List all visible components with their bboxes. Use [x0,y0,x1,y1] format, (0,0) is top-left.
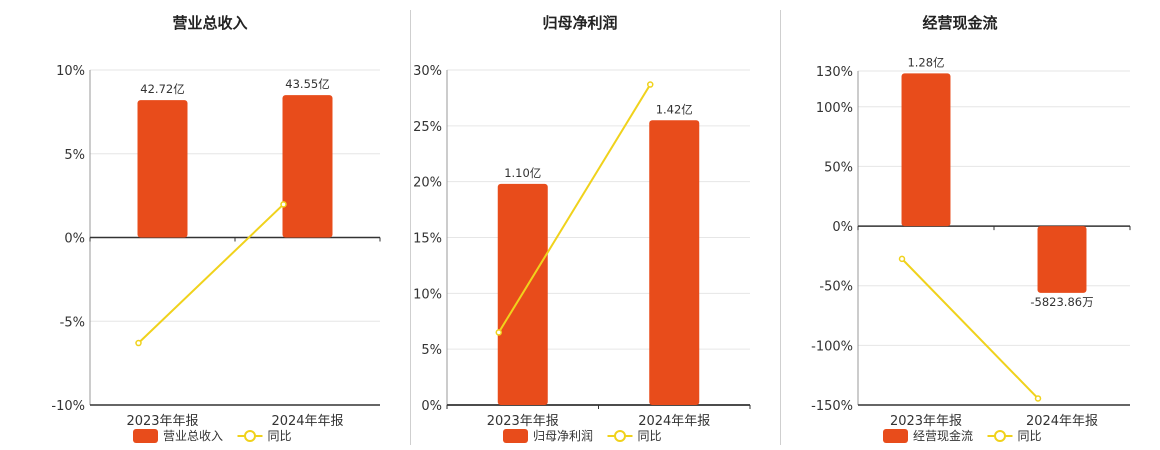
bar-data-label: 1.10亿 [504,166,541,180]
x-tick-label: 2024年年报 [638,414,710,429]
y-tick-label: 5% [421,343,442,358]
chart-panel-revenue: 营业总收入 10% 5% 0% -5% -10% 2023年年报 2024年年报 42.72亿 4… [0,0,400,450]
yoy-line [901,258,1039,400]
legend-bar-swatch [133,429,158,443]
chart-panel-cash-flow: 经营现金流 130% 100% 50% 0% -50% -100% -150% 2023年年报 2… [780,0,1160,450]
legend-bar-swatch [883,429,908,443]
bar [137,100,188,238]
legend-line-label: 同比 [268,429,292,443]
y-tick-label: 20% [413,176,442,191]
bar [649,120,700,405]
legend-bar-label: 经营现金流 [913,428,973,443]
x-tick-label: 2023年年报 [126,414,198,429]
yoy-point [495,329,502,336]
bar [1037,226,1087,293]
y-tick-label: -50% [819,280,853,295]
panel-divider [410,10,411,445]
legend-line-marker [614,430,626,442]
chart-svg: 经营现金流 130% 100% 50% 0% -50% -100% -150% 2023年年报 2… [811,14,1131,443]
y-tick-label: 50% [824,160,853,175]
y-tick-label: -10% [51,399,85,414]
yoy-line [497,83,652,333]
yoy-point [1034,395,1042,402]
legend-bar-label: 归母净利润 [533,429,593,443]
yoy-line [137,203,285,344]
y-tick-label: 0% [832,220,853,235]
y-tick-label: 25% [413,120,442,135]
chart-title: 归母净利润 [542,14,617,32]
yoy-point [647,81,654,88]
y-tick-label: -100% [811,339,853,354]
chart-panel-net-profit: 归母净利润 30% 25% 20% 15% 10% 5% 0% 2023年年报 2024年年报 1.… [400,0,780,450]
bar [901,73,951,227]
chart-svg: 营业总收入 10% 5% 0% -5% -10% 2023年年报 2024年年报 42.72亿 4… [51,14,381,443]
y-tick-label: 10% [413,287,442,302]
x-tick-label: 2023年年报 [487,414,559,429]
yoy-point [280,201,287,208]
panel-divider [780,10,781,445]
y-tick-label: 15% [413,232,442,247]
bar-data-label: 43.55亿 [285,77,329,91]
y-tick-label: -150% [811,399,853,414]
x-tick-label: 2023年年报 [890,414,962,429]
bar-data-label: -5823.86万 [1030,295,1093,309]
chart-title: 营业总收入 [172,14,247,32]
bar-data-label: 1.28亿 [907,55,944,69]
x-tick-label: 2024年年报 [271,414,343,429]
y-tick-label: -5% [60,315,85,330]
chart-title: 经营现金流 [922,14,997,32]
legend-bar-label: 营业总收入 [163,429,223,443]
legend-line-label: 同比 [638,429,662,443]
legend-line-label: 同比 [1018,429,1042,443]
y-tick-label: 0% [64,232,85,247]
y-tick-label: 130% [816,65,853,80]
legend-bar-swatch [503,429,528,443]
x-tick-label: 2024年年报 [1026,414,1098,429]
yoy-point [135,339,142,347]
y-tick-label: 30% [413,64,442,79]
y-tick-label: 100% [816,101,853,116]
y-tick-label: 10% [56,64,85,79]
legend-line-marker [244,430,256,442]
bar-data-label: 1.42亿 [656,102,693,116]
legend-line-marker [994,430,1006,442]
chart-svg: 归母净利润 30% 25% 20% 15% 10% 5% 0% 2023年年报 2024年年报 1.… [413,14,751,443]
yoy-point [898,255,906,263]
bar-data-label: 42.72亿 [140,82,184,96]
bar [282,95,333,238]
y-tick-label: 0% [421,399,442,414]
y-tick-label: 5% [64,148,85,163]
